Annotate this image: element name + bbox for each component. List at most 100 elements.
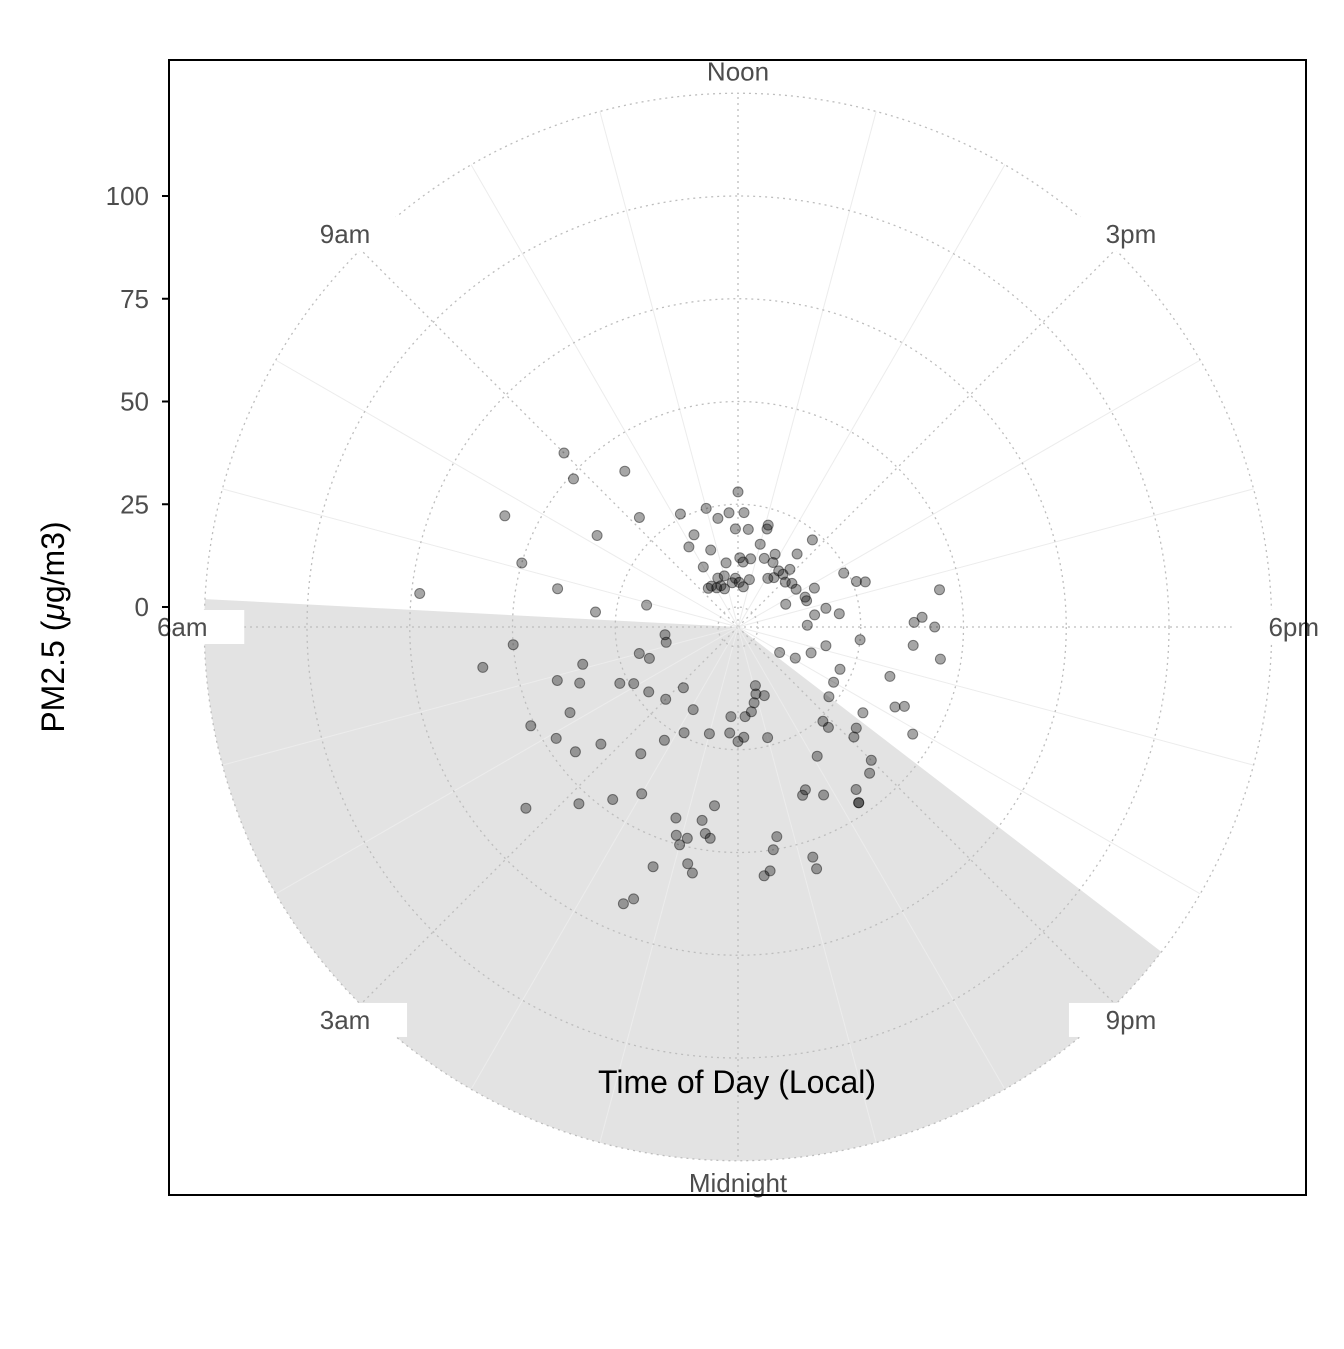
data-point — [907, 639, 919, 651]
data-point — [520, 802, 532, 814]
minor-spoke — [222, 626, 739, 766]
data-point — [742, 523, 754, 535]
minor-spoke — [470, 164, 739, 628]
data-point — [857, 707, 869, 719]
minor-spoke — [222, 488, 739, 628]
data-point — [525, 720, 537, 732]
data-point — [658, 734, 670, 746]
data-point — [828, 676, 840, 688]
data-point — [614, 677, 626, 689]
data-point — [853, 797, 865, 809]
minor-spoke — [275, 359, 739, 628]
data-point — [677, 682, 689, 694]
data-point — [767, 844, 779, 856]
data-point — [809, 609, 821, 621]
data-point — [573, 798, 585, 810]
data-point — [820, 640, 832, 652]
data-point — [838, 567, 850, 579]
data-point — [564, 707, 576, 719]
data-point — [916, 611, 928, 623]
nighttime-shading — [204, 599, 1162, 1161]
data-point — [907, 728, 919, 740]
data-point — [779, 576, 791, 588]
data-point — [762, 519, 774, 531]
angular-tick-label: 6am — [157, 612, 208, 642]
data-point — [552, 583, 564, 595]
data-point — [591, 530, 603, 541]
radial-ring — [511, 400, 965, 854]
angular-label-bg — [283, 1002, 408, 1037]
minor-spoke — [737, 626, 1006, 1090]
radial-tick-label: 0 — [135, 592, 149, 622]
data-point — [848, 731, 860, 743]
data-point — [703, 728, 715, 740]
data-point — [745, 706, 757, 718]
radial-ring — [306, 195, 1170, 1059]
data-point — [678, 727, 690, 739]
data-point — [674, 839, 686, 851]
angular-tick-label: 3pm — [1106, 219, 1157, 249]
data-point — [574, 677, 586, 689]
data-point — [764, 865, 776, 877]
data-point — [550, 732, 562, 744]
data-point — [801, 619, 813, 631]
data-point — [659, 629, 671, 641]
data-point — [686, 867, 698, 879]
data-point — [865, 754, 877, 766]
data-point — [733, 576, 745, 588]
angular-tick-label: 9am — [320, 219, 371, 249]
data-point — [758, 552, 770, 564]
minor-spoke — [737, 164, 1006, 628]
minor-spoke — [737, 111, 877, 628]
minor-spoke — [737, 626, 1254, 766]
major-spoke — [360, 626, 739, 1005]
data-point — [712, 512, 724, 524]
data-point — [738, 507, 750, 519]
data-point — [768, 572, 780, 584]
data-point — [762, 572, 774, 584]
data-point — [818, 789, 830, 801]
data-point — [633, 512, 645, 523]
data-point — [607, 794, 619, 805]
data-point — [660, 693, 672, 705]
data-point — [808, 582, 820, 594]
data-point — [711, 582, 723, 594]
radial-tick-label: 25 — [120, 489, 149, 519]
radial-axis-ticks: 0 25 50 75 100 — [106, 181, 169, 622]
minor-spoke — [470, 626, 739, 1090]
major-spoke — [360, 249, 739, 628]
data-point — [853, 797, 865, 809]
data-point — [834, 663, 846, 675]
x-axis-label: Time of Day (Local) — [598, 1064, 876, 1100]
angular-tick-label: Midnight — [689, 1168, 788, 1198]
data-point — [696, 814, 708, 826]
data-point — [674, 508, 686, 520]
data-point — [889, 701, 901, 713]
data-point — [739, 711, 751, 723]
data-point — [729, 523, 741, 535]
minor-spoke — [737, 626, 877, 1143]
angular-label-bg — [1231, 610, 1344, 644]
data-point — [780, 598, 792, 610]
data-point — [833, 608, 845, 620]
angular-tick-label: 9pm — [1106, 1005, 1157, 1035]
data-point — [687, 704, 699, 716]
data-point — [734, 552, 746, 564]
minor-spoke — [599, 111, 739, 628]
data-point — [719, 583, 730, 595]
data-point — [807, 851, 819, 863]
data-point — [414, 588, 426, 599]
data-point — [732, 486, 744, 498]
radial-tick-label: 50 — [120, 387, 149, 417]
data-point — [745, 553, 757, 565]
data-point — [715, 580, 727, 592]
angular-tick-label: 6pm — [1268, 612, 1319, 642]
data-point — [799, 591, 811, 603]
data-point — [718, 570, 730, 582]
angular-tick-label: 3am — [320, 1005, 371, 1035]
data-point — [786, 577, 798, 589]
data-point — [477, 661, 489, 673]
data-point — [709, 800, 720, 812]
data-point — [754, 538, 766, 550]
data-point — [670, 829, 682, 841]
